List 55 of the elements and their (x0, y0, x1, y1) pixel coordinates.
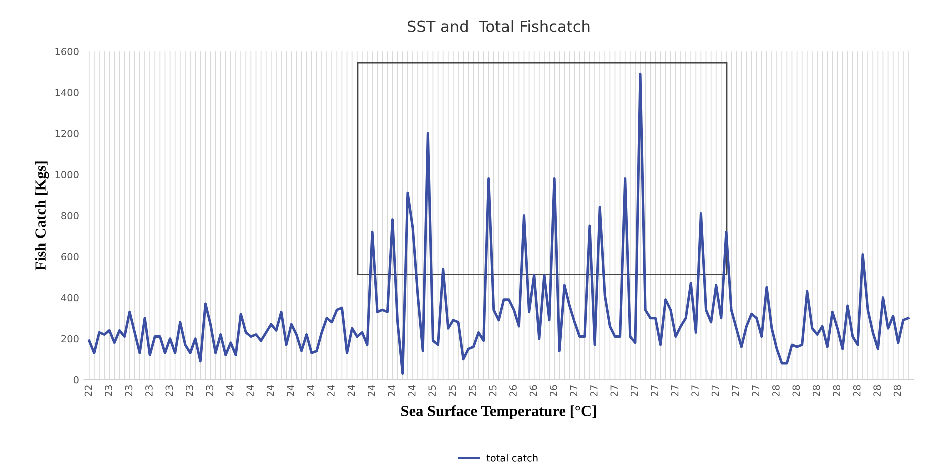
x-tick-label: 28 (874, 385, 881, 396)
x-tick-label: 26 (510, 385, 517, 396)
x-tick-label: 27 (590, 386, 598, 396)
x-tick-label: 27 (651, 386, 658, 396)
x-tick-label: 24 (287, 385, 294, 396)
x-tick-label: 27 (630, 386, 638, 396)
x-tick-label: 23 (105, 386, 112, 396)
y-tick-label: 200 (62, 335, 79, 343)
x-tick-label: 28 (853, 385, 861, 396)
x-tick-label: 25 (489, 386, 497, 396)
y-tick-label: 600 (62, 253, 79, 261)
y-tick-label: 1200 (56, 130, 79, 138)
x-tick-label: 25 (469, 386, 476, 396)
y-tick-label: 0 (74, 376, 79, 384)
y-tick-label: 400 (61, 294, 79, 302)
y-tick-label: 1600 (56, 48, 79, 56)
x-tick-label: 28 (894, 385, 902, 396)
x-tick-label: 23 (186, 386, 194, 396)
x-tick-label: 25 (428, 386, 436, 396)
x-tick-label: 23 (206, 386, 214, 396)
x-tick-label: 27 (610, 386, 618, 396)
x-tick-label: 27 (712, 386, 720, 396)
y-tick-label: 800 (62, 212, 79, 220)
chart-title: SST and Total Fishcatch (408, 20, 590, 32)
x-tick-label: 26 (530, 385, 538, 396)
x-tick-label: 26 (550, 385, 558, 396)
x-tick-label: 23 (166, 386, 174, 396)
x-tick-label: 24 (246, 385, 254, 396)
x-tick-label: 25 (448, 386, 456, 396)
x-tick-label: 28 (812, 385, 820, 396)
x-tick-label: 27 (671, 386, 679, 396)
x-tick-label: 24 (226, 385, 234, 396)
x-tick-label: 28 (772, 385, 780, 396)
y-tick-label: 1000 (56, 171, 79, 179)
legend-label: total catch (486, 454, 538, 462)
x-tick-label: 24 (348, 385, 355, 396)
x-tick-label: 27 (732, 386, 740, 396)
x-tick-label: 24 (307, 385, 315, 396)
x-tick-label: 23 (146, 386, 153, 396)
y-tick-label: 1400 (56, 89, 79, 96)
x-tick-label: 24 (266, 385, 274, 396)
x-tick-label: 24 (328, 385, 335, 396)
x-tick-label: 27 (752, 386, 760, 396)
line-series (88, 72, 910, 375)
x-tick-label: 28 (792, 385, 800, 396)
x-tick-label: 23 (125, 386, 133, 396)
x-tick-label: 27 (692, 386, 699, 396)
x-tick-label: 24 (368, 385, 376, 396)
x-tick-label: 28 (833, 385, 841, 396)
x-tick-label: 22 (84, 386, 92, 396)
y-axis-title: Fish Catch [Kgs] (35, 162, 50, 271)
x-tick-label: 24 (408, 385, 416, 396)
x-axis-title: Sea Surface Temperature [°C] (402, 405, 596, 420)
x-tick-label: 27 (570, 386, 578, 396)
x-tick-label: 24 (388, 385, 396, 396)
